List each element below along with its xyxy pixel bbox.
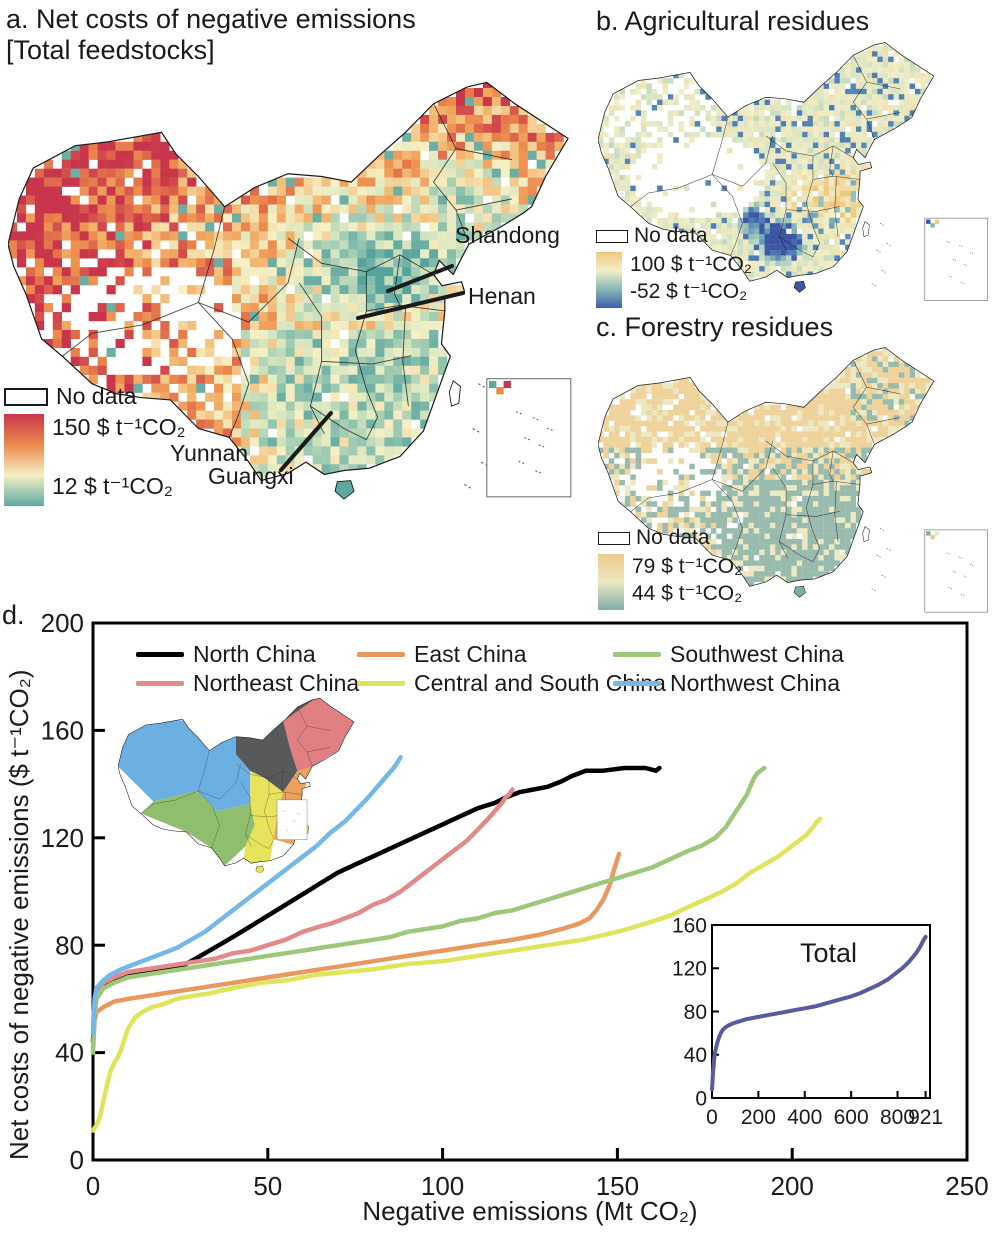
legend-label: Southwest China (670, 641, 844, 667)
colorbar-max-label: 150 $ t⁻¹CO₂ (52, 414, 186, 440)
legend-label: North China (193, 641, 316, 667)
legend-label: East China (414, 641, 527, 667)
panel-c-title: c. Forestry residues (596, 312, 834, 342)
colorbar-min-label: 12 $ t⁻¹CO₂ (52, 473, 173, 499)
no-data-label: No data (634, 224, 708, 247)
svg-text:160: 160 (41, 716, 84, 746)
legend-item-northeast-china: Northeast China (136, 669, 360, 698)
svg-text:200: 200 (741, 1106, 776, 1129)
panel-a-title-line2: [Total feedstocks] (6, 35, 215, 65)
legend-item-central-and-south-china: Central and South China (357, 669, 666, 698)
svg-text:80: 80 (684, 1001, 707, 1024)
no-data-swatch (598, 531, 630, 545)
svg-text:250: 250 (945, 1171, 988, 1201)
x-axis-label: Negative emissions (Mt CO₂) (362, 1196, 698, 1226)
svg-text:600: 600 (834, 1106, 869, 1129)
svg-text:200: 200 (771, 1171, 814, 1201)
legend-line-swatch (136, 681, 184, 686)
map-forestry-residues (598, 347, 988, 613)
svg-text:120: 120 (41, 823, 84, 853)
colorbar (598, 554, 624, 610)
svg-text:0: 0 (706, 1106, 718, 1129)
colorbar (596, 252, 622, 308)
svg-text:80: 80 (55, 930, 84, 960)
legend-panel-c: No data 79 $ t⁻¹CO₂ 44 $ t⁻¹CO₂ (598, 526, 742, 610)
chart-legend: North China Northeast China East China Cent… (136, 640, 844, 698)
svg-text:0: 0 (695, 1087, 707, 1110)
svg-text:0: 0 (86, 1171, 100, 1201)
legend-label: Northwest China (670, 670, 841, 696)
colorbar-min-label: -52 $ t⁻¹CO₂ (630, 280, 748, 303)
colorbar (4, 414, 44, 506)
annotation-guangxi: Guangxi (208, 463, 294, 489)
legend-panel-a: No data 150 $ t⁻¹CO₂ 12 $ t⁻¹CO₂ (4, 383, 186, 506)
legend-panel-b: No data 100 $ t⁻¹CO₂ -52 $ t⁻¹CO₂ (596, 224, 752, 308)
svg-text:50: 50 (253, 1171, 282, 1201)
legend-line-swatch (613, 652, 661, 657)
map-agricultural-residues (598, 42, 988, 301)
svg-text:0: 0 (70, 1145, 84, 1175)
svg-text:400: 400 (787, 1106, 822, 1129)
legend-line-swatch (357, 681, 405, 686)
colorbar-max-label: 79 $ t⁻¹CO₂ (632, 555, 743, 578)
svg-text:800: 800 (880, 1106, 915, 1129)
y-axis-label: Net costs of negative emissions ($ t⁻¹CO… (4, 669, 34, 1160)
annotation-henan: Henan (468, 283, 536, 309)
svg-text:40: 40 (684, 1044, 707, 1067)
legend-label: Northeast China (193, 670, 360, 696)
panel-a-title-line1: a. Net costs of negative emissions (6, 4, 416, 34)
panel-d-label: d. (2, 600, 25, 630)
svg-text:120: 120 (672, 958, 707, 981)
legend-line-swatch (357, 652, 405, 657)
annotation-shandong: Shandong (455, 222, 560, 248)
china-regions-inset-map (118, 697, 354, 873)
legend-item-east-china: East China (357, 640, 613, 669)
no-data-swatch (4, 387, 48, 406)
no-data-swatch (596, 229, 628, 243)
svg-text:921: 921 (908, 1106, 943, 1129)
svg-text:200: 200 (41, 608, 84, 638)
svg-text:40: 40 (55, 1038, 84, 1068)
colorbar-max-label: 100 $ t⁻¹CO₂ (630, 253, 752, 276)
inset-chart-title: Total (800, 938, 858, 968)
colorbar-min-label: 44 $ t⁻¹CO₂ (632, 582, 743, 605)
legend-line-swatch (613, 681, 661, 686)
panel-b-title: b. Agricultural residues (596, 6, 870, 36)
no-data-label: No data (56, 383, 137, 409)
legend-line-swatch (136, 652, 184, 657)
legend-item-northwest-china: Northwest China (613, 669, 844, 698)
panel-a-title: a. Net costs of negative emissions [Tota… (6, 4, 416, 66)
svg-text:100: 100 (421, 1171, 464, 1201)
annotation-yunnan: Yunnan (170, 440, 249, 466)
legend-item-north-china: North China (136, 640, 357, 669)
svg-text:160: 160 (672, 914, 707, 937)
legend-item-southwest-china: Southwest China (613, 640, 844, 669)
no-data-label: No data (636, 526, 710, 549)
svg-text:150: 150 (596, 1171, 639, 1201)
